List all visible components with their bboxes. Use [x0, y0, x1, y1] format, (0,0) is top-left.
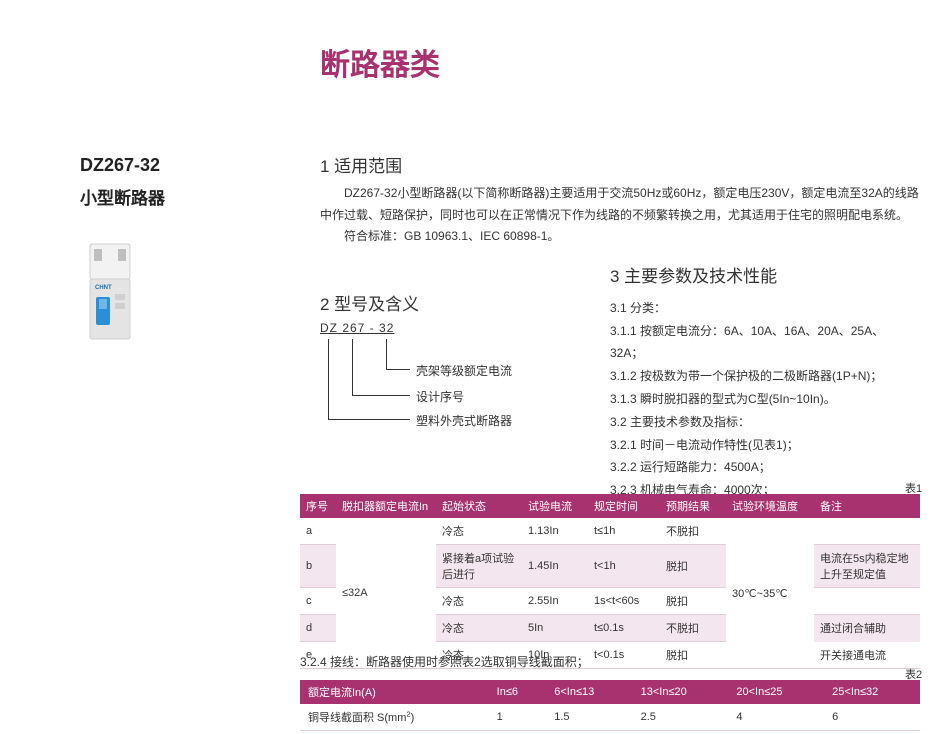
table2-header-row: 额定电流In(A)In≤66<In≤1313<In≤2020<In≤2525<I… [300, 680, 920, 704]
table-cell: t<1h [588, 545, 660, 588]
table1-header-row: 序号脱扣器额定电流In起始状态试验电流规定时间预期结果试验环境温度备注 [300, 494, 920, 518]
spec-line: 3.2.1 时间－电流动作特性(见表1)； [610, 434, 910, 457]
section-3-heading: 3 主要参数及技术性能 [610, 262, 910, 287]
model-code-text: DZ 267 - 32 [320, 321, 394, 335]
table1-col-header: 预期结果 [660, 494, 726, 518]
table-cell: 冷态 [436, 588, 522, 615]
product-image: CHNT [80, 239, 150, 349]
table1-col-header: 规定时间 [588, 494, 660, 518]
table-cell: a [300, 518, 336, 545]
section-2: 2 型号及含义 DZ 267 - 32 壳架等级额定电流 设计序号 塑料外壳式断… [320, 262, 610, 502]
model-diagram: DZ 267 - 32 壳架等级额定电流 设计序号 塑料外壳式断路器 [320, 321, 610, 451]
two-column-row: 2 型号及含义 DZ 267 - 32 壳架等级额定电流 设计序号 塑料外壳式断… [320, 262, 920, 502]
table-cell: t≤1h [588, 518, 660, 545]
table-cell: 不脱扣 [660, 518, 726, 545]
table2-col-header: 20<In≤25 [728, 680, 824, 704]
table1-col-header: 起始状态 [436, 494, 522, 518]
product-name: 小型断路器 [80, 184, 280, 209]
circuit-breaker-icon: CHNT [80, 239, 150, 349]
table2-row-label: 铜导线截面积 S(mm2) [300, 704, 489, 731]
table-cell: 30℃~35℃ [726, 518, 814, 669]
table1-col-header: 序号 [300, 494, 336, 518]
spec-line: 3.2.2 运行短路能力：4500A； [610, 456, 910, 479]
section-1-heading: 1 适用范围 [320, 152, 920, 177]
table-cell: 电流在5s内稳定地上升至规定值 [814, 545, 920, 588]
spec-line: 3.1.1 按额定电流分：6A、10A、16A、20A、25A、32A； [610, 320, 910, 366]
table2-note: 3.2.4 接线：断路器使用时参照表2选取铜导线截面积； [300, 653, 589, 670]
table-cell: 冷态 [436, 518, 522, 545]
section-3: 3 主要参数及技术性能 3.1 分类： 3.1.1 按额定电流分：6A、10A、… [610, 262, 910, 502]
table2-data-row: 铜导线截面积 S(mm2)11.52.546 [300, 704, 920, 731]
table-cell: 脱扣 [660, 588, 726, 615]
table-cell: 通过闭合辅助 [814, 615, 920, 642]
diagram-label-3: 塑料外壳式断路器 [416, 412, 512, 429]
table1-col-header: 脱扣器额定电流In [336, 494, 436, 518]
table-cell [814, 588, 920, 615]
table2-col-header: 25<In≤32 [824, 680, 920, 704]
spec-line: 3.2 主要技术参数及指标： [610, 411, 910, 434]
table-cell: t<0.1s [588, 642, 660, 669]
spec-line: 3.1.2 按极数为带一个保护极的二极断路器(1P+N)； [610, 365, 910, 388]
section-2-heading: 2 型号及含义 [320, 290, 610, 315]
spec-line: 3.1.3 瞬时脱扣器的型式为C型(5In~10In)。 [610, 388, 910, 411]
sidebar: DZ267-32 小型断路器 CHNT [80, 155, 280, 349]
table1-table: 序号脱扣器额定电流In起始状态试验电流规定时间预期结果试验环境温度备注 a≤32… [300, 494, 920, 669]
table-cell: t≤0.1s [588, 615, 660, 642]
table-cell: b [300, 545, 336, 588]
table1-col-header: 备注 [814, 494, 920, 518]
table1-col-header: 试验环境温度 [726, 494, 814, 518]
table-cell: 1 [489, 704, 547, 731]
table-cell: ≤32A [336, 518, 436, 669]
table2-col-header: 6<In≤13 [546, 680, 632, 704]
product-code: DZ267-32 [80, 155, 280, 176]
table-cell: 2.55In [522, 588, 588, 615]
table-cell: 4 [728, 704, 824, 731]
content-area: 1 适用范围 DZ267-32小型断路器(以下简称断路器)主要适用于交流50Hz… [320, 152, 920, 502]
table2-col-header: 13<In≤20 [633, 680, 729, 704]
svg-text:CHNT: CHNT [95, 285, 112, 291]
table-cell: 2.5 [633, 704, 729, 731]
table2: 额定电流In(A)In≤66<In≤1313<In≤2020<In≤2525<I… [300, 680, 920, 731]
section-1-standards: 符合标准：GB 10963.1、IEC 60898-1。 [320, 226, 920, 248]
table-cell: 开关接通电流 [814, 642, 920, 669]
table-cell: 5In [522, 615, 588, 642]
spec-line: 3.1 分类： [610, 297, 910, 320]
table-cell: 不脱扣 [660, 615, 726, 642]
table-cell: 紧接着a项试验后进行 [436, 545, 522, 588]
diagram-label-2: 设计序号 [416, 388, 464, 405]
section-1-body: DZ267-32小型断路器(以下简称断路器)主要适用于交流50Hz或60Hz，额… [320, 183, 920, 226]
table-cell: 6 [824, 704, 920, 731]
table-cell: c [300, 588, 336, 615]
diagram-label-1: 壳架等级额定电流 [416, 362, 512, 379]
table-cell: d [300, 615, 336, 642]
table-cell: 脱扣 [660, 642, 726, 669]
table2-table: 额定电流In(A)In≤66<In≤1313<In≤2020<In≤2525<I… [300, 680, 920, 731]
table1: 序号脱扣器额定电流In起始状态试验电流规定时间预期结果试验环境温度备注 a≤32… [300, 494, 920, 669]
page-title: 断路器类 [320, 40, 440, 84]
table-cell: 脱扣 [660, 545, 726, 588]
table-cell: 冷态 [436, 615, 522, 642]
table-row: a≤32A冷态1.13Int≤1h不脱扣30℃~35℃ [300, 518, 920, 545]
table-cell: 1.5 [546, 704, 632, 731]
table-cell: 1s<t<60s [588, 588, 660, 615]
table-cell: 1.13In [522, 518, 588, 545]
table1-col-header: 试验电流 [522, 494, 588, 518]
table-cell: 1.45In [522, 545, 588, 588]
table2-col-header: 额定电流In(A) [300, 680, 489, 704]
table2-col-header: In≤6 [489, 680, 547, 704]
table-cell [814, 518, 920, 545]
